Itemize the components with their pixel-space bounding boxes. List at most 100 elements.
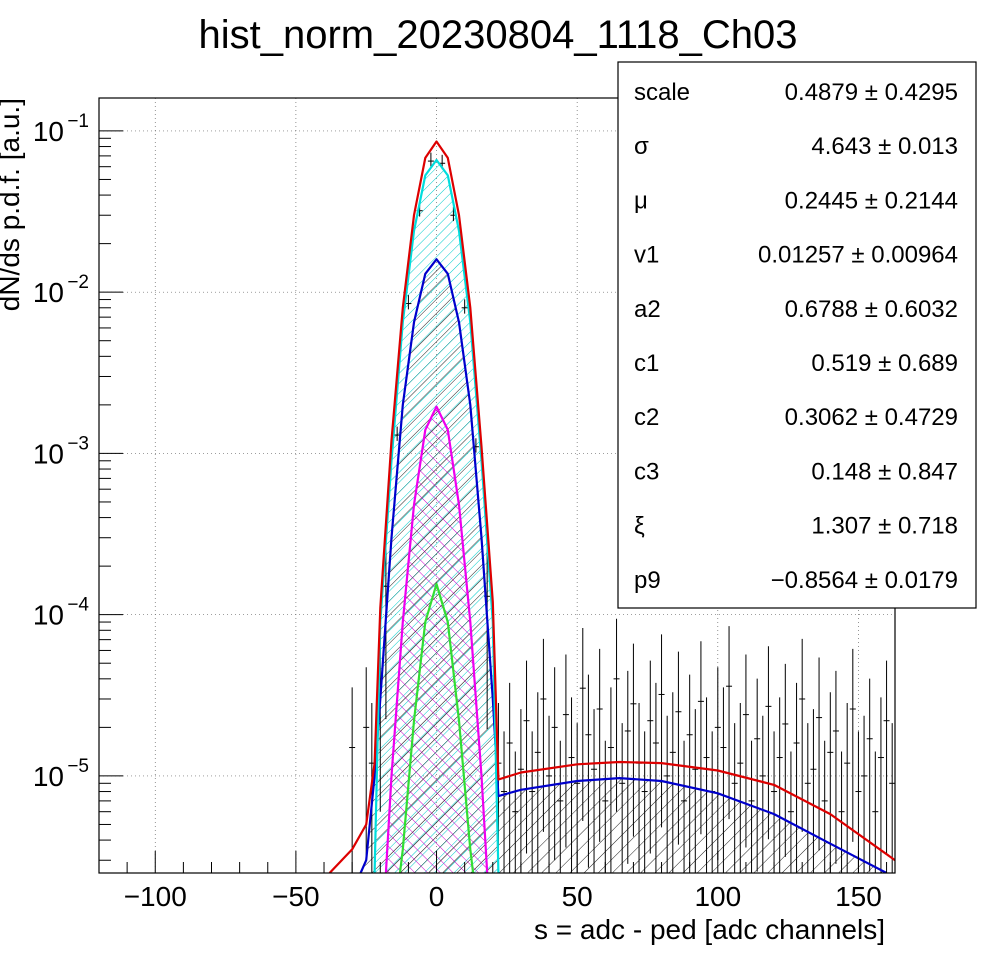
data-point (838, 751, 845, 873)
data-point (714, 667, 721, 861)
stat-name: p9 (634, 567, 661, 594)
data-point (574, 723, 581, 873)
data-point (771, 731, 778, 873)
stat-value: 0.01257 ± 0.00964 (758, 242, 958, 269)
data-points (349, 152, 895, 873)
stat-value: 0.148 ± 0.847 (811, 458, 958, 485)
data-point (523, 660, 530, 854)
data-point (596, 648, 603, 842)
y-tick-base: 10 (33, 277, 64, 308)
data-point (551, 667, 558, 861)
y-tick-exponent: −4 (67, 595, 89, 616)
data-point (726, 626, 733, 820)
x-tick-label: −50 (272, 881, 320, 912)
stat-name: c2 (634, 404, 659, 431)
stat-value: 0.4879 ± 0.4295 (785, 79, 958, 106)
data-point (782, 663, 789, 857)
data-point (512, 751, 519, 873)
chart-title: hist_norm_20230804_1118_Ch03 (198, 13, 797, 57)
data-point (697, 641, 704, 835)
stat-value: 1.307 ± 0.718 (811, 513, 958, 540)
data-point (585, 674, 592, 868)
data-point (793, 682, 800, 873)
y-tick-label: 10 (33, 116, 64, 147)
x-tick-label: 150 (835, 881, 882, 912)
data-point (363, 667, 370, 861)
data-point (861, 715, 868, 873)
series-2-curve (359, 258, 888, 873)
data-point (720, 687, 727, 873)
stat-value: 0.519 ± 0.689 (811, 350, 958, 377)
data-point (872, 751, 879, 873)
series-4-curve (398, 582, 475, 873)
y-tick-base: 10 (33, 116, 64, 147)
grid (99, 98, 895, 873)
data-point (821, 740, 828, 873)
stat-value: 0.3062 ± 0.4729 (785, 404, 958, 431)
fit-curves (328, 140, 895, 873)
data-point (602, 740, 609, 873)
x-axis-label: s = adc - ped [adc channels] (534, 914, 885, 945)
data-point (562, 654, 569, 848)
data-point (748, 740, 755, 873)
x-tick-label: −100 (124, 881, 187, 912)
data-point (506, 682, 513, 873)
data-point (703, 697, 710, 873)
y-tick-base: 10 (33, 600, 64, 631)
data-point (591, 709, 598, 873)
y-tick-exponent: −3 (67, 433, 89, 454)
data-point (624, 670, 631, 864)
data-point (557, 740, 564, 873)
data-point (529, 731, 536, 873)
data-point (461, 299, 468, 314)
data-point (405, 295, 412, 310)
data-point (579, 628, 586, 822)
data-point (889, 723, 895, 873)
data-point (827, 692, 834, 873)
data-point (568, 697, 575, 873)
stats-box: scale 0.4879 ± 0.4295 σ 4.643 ± 0.013 μ 0.244… (617, 61, 977, 609)
stat-name: μ (634, 187, 648, 214)
data-point (675, 651, 682, 845)
stat-name: a2 (634, 296, 661, 323)
stat-name: c1 (634, 350, 659, 377)
stat-name: scale (634, 79, 690, 106)
data-point (681, 740, 688, 873)
y-tick-base: 10 (33, 761, 64, 792)
data-point (686, 674, 693, 868)
data-point (534, 692, 541, 873)
x-tick-label: 50 (562, 881, 593, 912)
series-3-curve (384, 405, 489, 873)
data-point (759, 715, 766, 873)
data-point (737, 703, 744, 873)
data-point (427, 152, 434, 167)
data-point (607, 687, 614, 873)
data-point (787, 751, 794, 873)
data-point (669, 692, 676, 873)
data-point (877, 697, 884, 873)
stat-name: c3 (634, 458, 659, 485)
stat-value: 0.2445 ± 0.2144 (785, 187, 958, 214)
data-point (658, 634, 665, 828)
stat-name: v1 (634, 242, 659, 269)
stat-value: 0.6788 ± 0.6032 (785, 296, 958, 323)
data-point (742, 654, 749, 848)
y-tick-base: 10 (33, 438, 64, 469)
data-point (647, 660, 654, 854)
data-point (816, 657, 823, 851)
y-axis-label: dN/ds p.d.f. [a.u.] (0, 98, 25, 311)
stat-name: ξ (634, 513, 645, 540)
stats-box-frame (617, 61, 977, 609)
stat-value: −0.8564 ± 0.0179 (771, 567, 958, 594)
data-point (754, 678, 761, 872)
data-point (844, 703, 851, 873)
data-point (613, 618, 620, 812)
data-point (501, 731, 508, 873)
stat-name: σ (634, 133, 649, 160)
x-tick-label: 100 (694, 881, 741, 912)
y-tick-label: 10 (33, 600, 64, 631)
data-point (664, 715, 671, 873)
data-point (765, 646, 772, 840)
